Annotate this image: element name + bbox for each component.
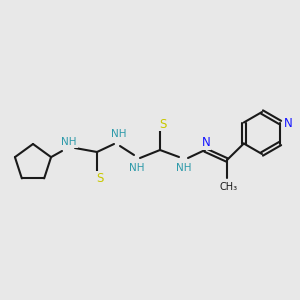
- Text: N: N: [202, 136, 210, 149]
- Text: NH: NH: [61, 137, 77, 147]
- Text: CH₃: CH₃: [220, 182, 238, 192]
- Text: S: S: [159, 118, 167, 130]
- Text: N: N: [284, 117, 293, 130]
- Text: NH: NH: [111, 129, 127, 139]
- Text: NH: NH: [129, 163, 145, 173]
- Text: NH: NH: [176, 163, 192, 173]
- Text: S: S: [96, 172, 104, 184]
